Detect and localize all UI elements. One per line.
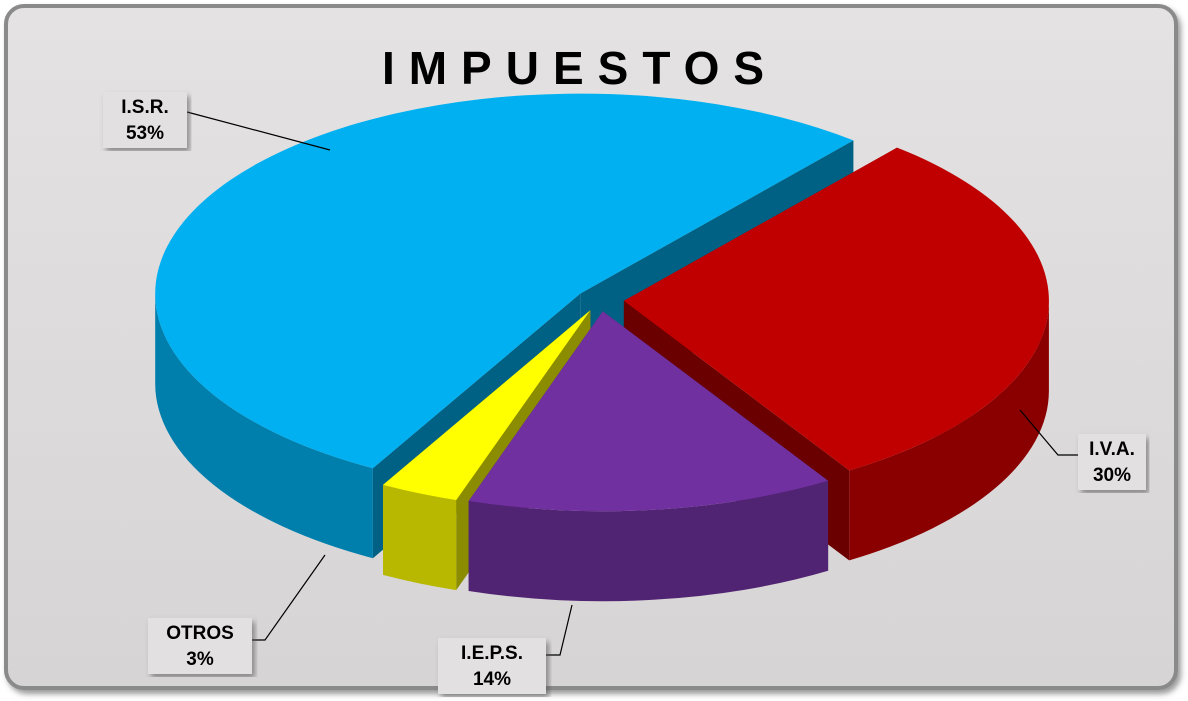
category-label: I.E.P.S. (461, 643, 523, 664)
category-label: I.S.R. (121, 97, 169, 118)
leader-line (546, 604, 573, 656)
value-label: 53% (126, 123, 164, 144)
leader-line (1019, 409, 1078, 456)
label-box (1078, 434, 1146, 490)
slice-wall (468, 480, 829, 602)
slice-wall (155, 293, 373, 559)
label-box (438, 638, 546, 694)
leader-line (252, 554, 326, 641)
label-box (148, 618, 252, 674)
category-label: OTROS (166, 623, 234, 644)
slice (383, 310, 591, 501)
label-box (103, 92, 187, 148)
leader-line (186, 111, 331, 151)
slice-wall (849, 300, 1049, 561)
slice (468, 311, 829, 512)
value-label: 3% (186, 649, 214, 670)
value-label: 14% (473, 669, 511, 690)
category-label: I.V.A. (1089, 439, 1135, 460)
slice (155, 93, 854, 469)
chart-title: IMPUESTOS (382, 42, 778, 94)
slice-wall (383, 484, 457, 591)
value-label: 30% (1093, 465, 1131, 486)
slice (623, 147, 1049, 471)
slice (468, 311, 829, 602)
